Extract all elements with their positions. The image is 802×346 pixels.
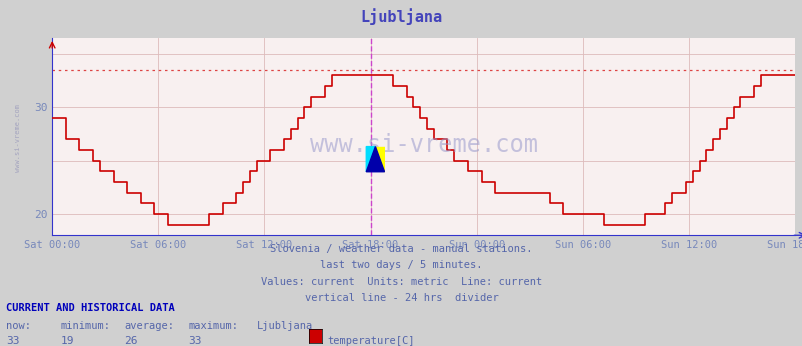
Polygon shape (366, 147, 375, 172)
Text: maximum:: maximum: (188, 321, 238, 331)
Text: last two days / 5 minutes.: last two days / 5 minutes. (320, 260, 482, 270)
Polygon shape (375, 147, 384, 172)
Text: now:: now: (6, 321, 31, 331)
Text: vertical line - 24 hrs  divider: vertical line - 24 hrs divider (304, 293, 498, 303)
Text: Slovenia / weather data - manual stations.: Slovenia / weather data - manual station… (270, 244, 532, 254)
Text: average:: average: (124, 321, 174, 331)
Text: 33: 33 (6, 336, 20, 346)
Text: www.si-vreme.com: www.si-vreme.com (310, 133, 537, 157)
Text: 19: 19 (60, 336, 74, 346)
Text: Ljubljana: Ljubljana (360, 9, 442, 26)
Text: Values: current  Units: metric  Line: current: Values: current Units: metric Line: curr… (261, 277, 541, 287)
Text: 33: 33 (188, 336, 202, 346)
Text: www.si-vreme.com: www.si-vreme.com (14, 104, 21, 172)
Text: 26: 26 (124, 336, 138, 346)
Text: minimum:: minimum: (60, 321, 110, 331)
Polygon shape (366, 147, 384, 172)
Text: Ljubljana: Ljubljana (257, 321, 313, 331)
Text: temperature[C]: temperature[C] (327, 336, 415, 346)
Text: CURRENT AND HISTORICAL DATA: CURRENT AND HISTORICAL DATA (6, 303, 175, 313)
